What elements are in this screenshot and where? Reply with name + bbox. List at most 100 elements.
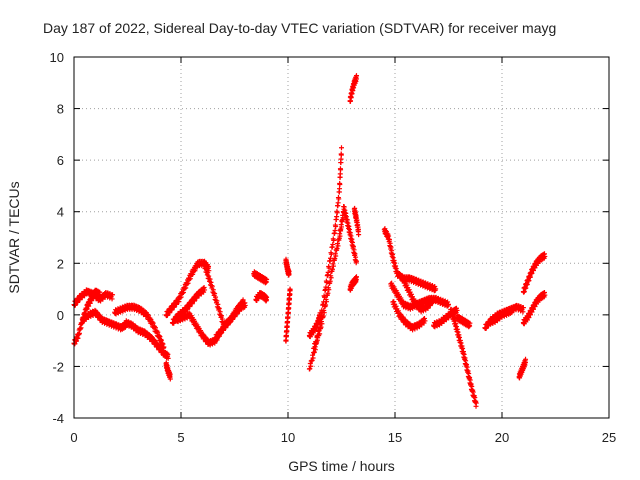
data-point [89,298,95,304]
data-point [212,291,218,297]
data-point [352,251,358,257]
series-arc-g3 [454,313,473,330]
data-point [191,298,197,304]
data-point [317,331,323,337]
data-point [450,311,456,317]
data-point [264,276,270,282]
data-point [532,303,538,309]
data-point [399,273,405,279]
data-point [355,226,361,232]
data-point [431,297,437,303]
data-point [456,332,462,338]
y-tick-label: 10 [50,50,64,65]
data-point [402,300,408,306]
series-arc-e3 [306,310,323,340]
data-point [343,210,349,216]
data-point [110,292,116,298]
data-point [137,326,143,332]
x-tick-label: 5 [177,430,184,445]
data-point [202,263,208,269]
data-point [338,167,344,173]
data-point [174,301,180,307]
data-point [327,255,333,261]
data-point [520,305,526,311]
data-point [73,338,79,344]
data-point [339,145,344,151]
data-point [457,337,463,343]
data-point [75,335,81,341]
data-point [324,299,330,305]
data-point [330,241,336,247]
data-point [225,322,231,328]
data-point [468,381,474,387]
data-point [344,217,350,223]
data-point [459,343,465,349]
data-point [422,318,428,324]
series-arc-b3 [163,360,173,382]
data-point [171,304,177,310]
data-point [75,299,81,305]
data-point [462,355,468,361]
data-point [527,274,533,280]
series-arc-e1 [306,145,344,372]
data-point [227,319,233,325]
data-point [353,73,359,79]
series-arc-e7 [351,205,362,238]
data-point [353,258,359,264]
data-point [460,349,466,355]
data-point [388,244,394,250]
y-tick-label: -2 [52,359,64,374]
series-arc-d1 [283,256,292,278]
data-point [391,257,397,263]
data-point [219,313,225,319]
data-point [356,232,362,238]
data-point [341,204,347,210]
data-point [530,268,536,274]
data-point [526,278,532,284]
y-axis-label: SDTVAR / TECUs [6,181,22,293]
data-point [87,300,93,306]
data-point [335,243,341,249]
data-point [393,303,399,309]
y-tick-label: 6 [57,153,64,168]
data-point [346,223,352,229]
plot-frame [73,56,610,419]
data-point [176,299,182,305]
y-tick-label: 4 [57,205,64,220]
series-arc-h3 [516,356,529,381]
data-point [142,309,148,315]
data-point [406,287,412,293]
series-arc-e5 [347,73,359,104]
series-arc-h2 [486,305,516,327]
data-point [159,340,165,346]
data-point [90,295,96,301]
y-tick-label: -4 [52,411,64,426]
data-point [167,371,173,377]
data-point [331,237,337,243]
data-point [207,276,213,282]
data-point [328,275,334,281]
data-point [454,307,460,313]
data-point [337,233,343,239]
data-point [234,311,240,317]
data-point [393,263,399,269]
data-point [448,306,454,312]
data-point [350,243,356,249]
x-tick-label: 10 [281,430,295,445]
series-arc-h4 [520,251,548,295]
data-point [312,344,318,350]
x-tick-label: 20 [495,430,509,445]
data-point [521,289,527,295]
data-points [71,73,548,409]
data-point [454,326,460,332]
data-point [430,300,436,306]
series-arc-a3 [80,307,128,333]
data-point [523,285,529,291]
data-point [314,337,320,343]
data-point [312,327,318,333]
data-point [427,303,433,309]
x-tick-label: 0 [70,430,77,445]
y-tick-label: 0 [57,308,64,323]
data-point [202,334,208,340]
